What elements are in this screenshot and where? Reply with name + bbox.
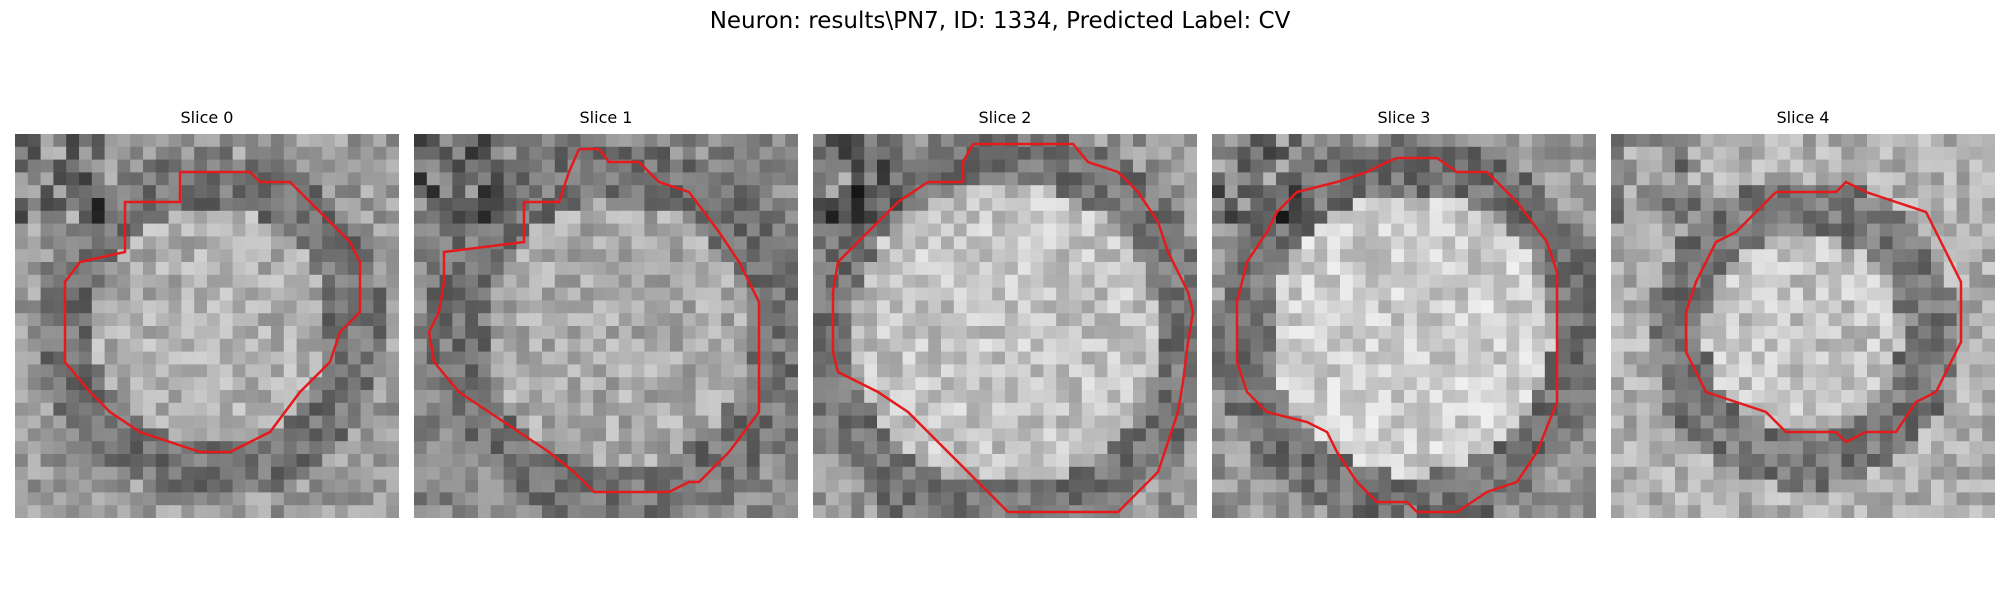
panel-title: Slice 1 [579,108,633,127]
contour-outline [1684,180,1963,444]
slice-image [15,134,399,518]
slice-image [813,134,1197,518]
slice-image [1212,134,1596,518]
contour-outline [1235,156,1559,514]
slice-0-svg [15,134,399,518]
panel-title: Slice 2 [978,108,1032,127]
contour-outline [63,170,362,454]
slice-4-svg [1611,134,1995,518]
slice-image [1611,134,1995,518]
panel-title: Slice 3 [1377,108,1431,127]
panel-title: Slice 4 [1776,108,1830,127]
figure-title: Neuron: results\PN7, ID: 1334, Predicted… [709,8,1291,34]
slice-1-svg [414,134,798,518]
panel-title: Slice 0 [180,108,234,127]
contour-outline [427,147,761,494]
slice-3-svg [1212,134,1596,518]
contour-outline [831,142,1195,514]
slice-2-svg [813,134,1197,518]
slice-image [414,134,798,518]
